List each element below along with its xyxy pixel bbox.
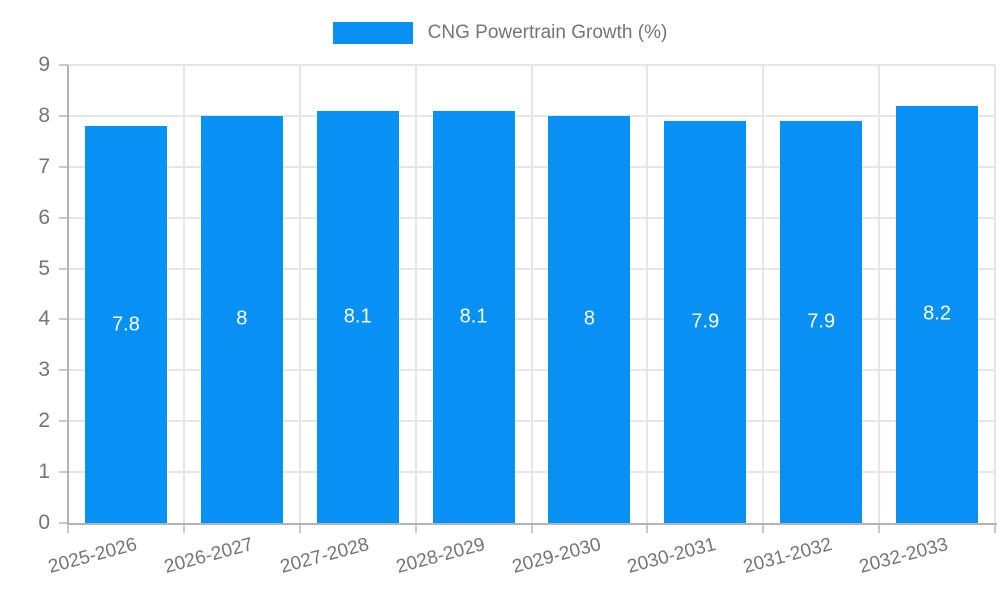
y-tick-label: 0	[38, 511, 50, 534]
bar[interactable]: 8.2	[896, 105, 979, 523]
bar-value-label: 8.1	[459, 305, 488, 328]
x-tick-label: 2032-2033	[725, 534, 950, 578]
x-tick	[298, 525, 301, 533]
bar-value-label: 8	[236, 307, 248, 330]
bar[interactable]: 7.9	[780, 120, 863, 523]
x-axis-line	[67, 523, 997, 525]
x-tick	[530, 525, 533, 533]
y-tick-label: 3	[38, 358, 50, 382]
x-tick	[762, 525, 765, 533]
x-tick	[67, 525, 69, 533]
bar-value-label: 8	[583, 307, 595, 330]
bar[interactable]: 7.8	[84, 126, 167, 523]
y-tick	[59, 318, 68, 321]
y-tick-label: 5	[38, 256, 50, 280]
bar-value-label: 8.2	[923, 302, 951, 325]
legend-swatch	[332, 22, 413, 44]
bar[interactable]: 7.9	[664, 120, 747, 523]
v-gridline	[414, 65, 417, 523]
y-tick	[59, 114, 68, 117]
y-tick-label: 1	[38, 460, 50, 484]
y-tick-label: 2	[38, 409, 50, 433]
v-gridline	[762, 65, 765, 523]
y-axis-line	[67, 65, 69, 525]
y-tick-label: 9	[38, 53, 50, 76]
bar[interactable]: 8	[200, 115, 283, 523]
bar[interactable]: 8	[548, 115, 631, 523]
y-tick	[59, 216, 68, 219]
x-tick	[878, 525, 881, 533]
y-tick	[59, 522, 68, 524]
x-tick-label-text: 2032-2033	[857, 534, 951, 578]
bar[interactable]: 8.1	[432, 110, 515, 523]
bar-value-label: 7.9	[691, 310, 720, 333]
v-gridline	[994, 65, 996, 523]
y-tick-label: 6	[38, 205, 50, 229]
bar-value-label: 8.1	[343, 305, 372, 328]
y-tick	[59, 64, 68, 66]
y-tick	[59, 165, 68, 168]
x-tick	[646, 525, 649, 533]
x-tick	[414, 525, 417, 533]
y-tick	[59, 369, 68, 372]
v-gridline	[646, 65, 649, 523]
bar[interactable]: 8.1	[316, 110, 399, 523]
v-gridline	[182, 65, 185, 523]
v-gridline	[298, 65, 301, 523]
y-tick-label: 7	[38, 154, 50, 178]
legend[interactable]: CNG Powertrain Growth (%)	[0, 18, 1000, 48]
v-gridline	[878, 65, 881, 523]
legend-label: CNG Powertrain Growth (%)	[427, 22, 668, 43]
x-tick	[182, 525, 185, 533]
y-tick	[59, 420, 68, 423]
y-tick-label: 8	[38, 103, 50, 127]
v-gridline	[530, 65, 533, 523]
y-tick-label: 4	[38, 307, 50, 331]
bar-value-label: 7.8	[112, 313, 140, 336]
bar-value-label: 7.9	[807, 310, 836, 333]
y-tick	[59, 471, 68, 474]
plot-area: 7.8 8 8.1 8.1 8 7.9 7.9 8.2	[68, 64, 996, 523]
x-tick	[994, 525, 996, 533]
y-tick	[59, 267, 68, 270]
